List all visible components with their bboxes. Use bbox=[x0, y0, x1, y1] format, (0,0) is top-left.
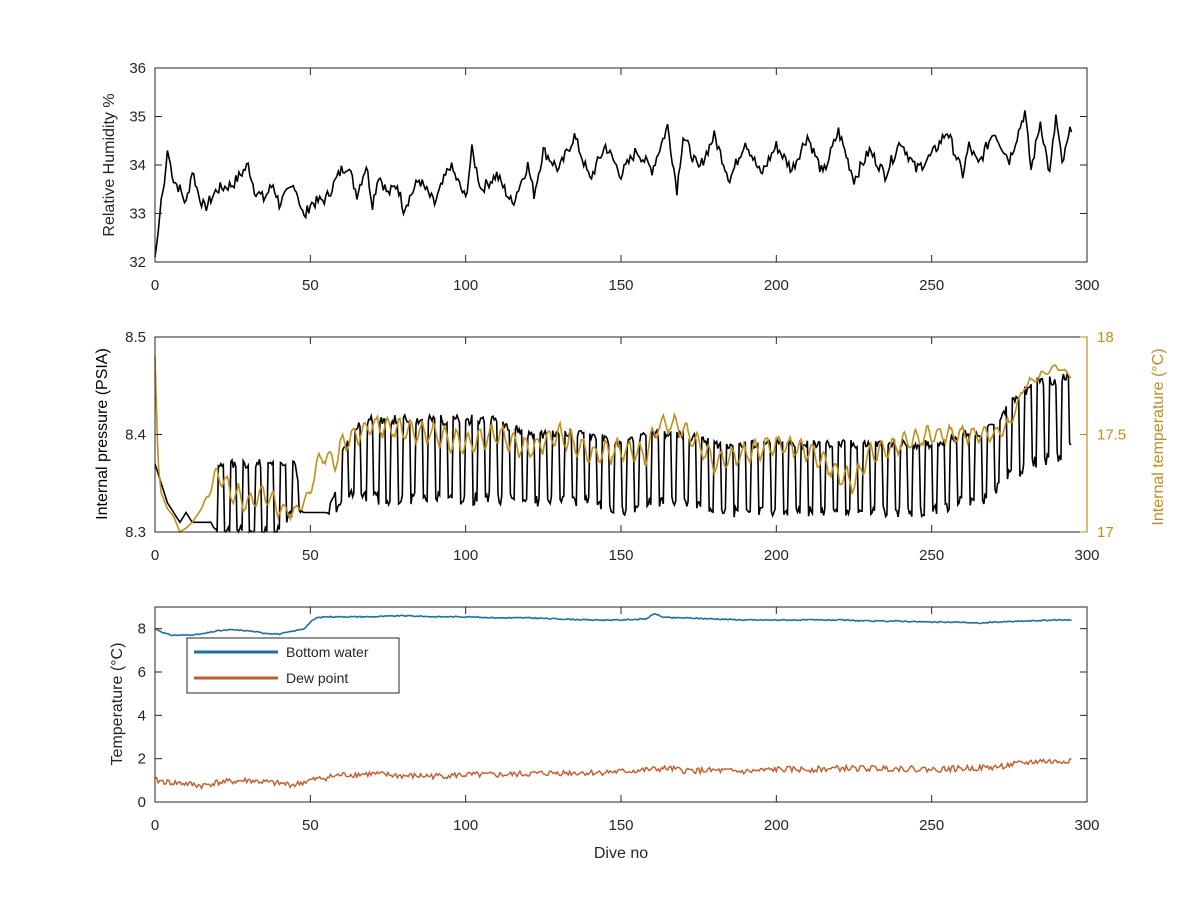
x-tick-label: 150 bbox=[608, 277, 633, 294]
x-tick-label: 300 bbox=[1074, 547, 1099, 564]
x-tick-label: 50 bbox=[302, 277, 319, 294]
y-tick-label: 4 bbox=[138, 707, 146, 724]
x-tick-label: 100 bbox=[453, 547, 478, 564]
y-tick-label: 36 bbox=[129, 60, 146, 77]
y-tick-label: 34 bbox=[129, 157, 146, 174]
x-tick-label: 250 bbox=[919, 817, 944, 834]
y-tick-label: 8.3 bbox=[125, 524, 146, 541]
x-tick-label: 250 bbox=[919, 547, 944, 564]
right-y-tick-label: 17.5 bbox=[1097, 427, 1126, 444]
y-tick-label: 8.5 bbox=[125, 329, 146, 346]
pressure-panel: 0 50 100 150 200 250 300 8.3 8.4 8.5 17 17.5 18 Inte… bbox=[94, 329, 1167, 564]
internal-temperature-series-line bbox=[154, 356, 1072, 534]
y-tick-label: 8.4 bbox=[125, 427, 146, 444]
x-tick-label: 300 bbox=[1074, 817, 1099, 834]
dew-point-series-line bbox=[154, 758, 1072, 790]
legend-label-bottom-water: Bottom water bbox=[286, 644, 369, 660]
y-tick-label: 33 bbox=[129, 206, 146, 223]
x-tick-label: 200 bbox=[764, 277, 789, 294]
x-tick-label: 50 bbox=[302, 547, 319, 564]
internal-temperature-y-axis-label: Internal temperature (°C) bbox=[1150, 348, 1167, 525]
y-tick-label: 6 bbox=[138, 664, 146, 681]
x-tick-label: 200 bbox=[764, 817, 789, 834]
y-tick-label: 35 bbox=[129, 109, 146, 126]
legend: Bottom water Dew point bbox=[186, 637, 400, 694]
x-tick-label: 150 bbox=[608, 547, 633, 564]
right-y-tick-label: 18 bbox=[1097, 329, 1114, 346]
y-tick-label: 0 bbox=[138, 794, 146, 811]
x-tick-label: 0 bbox=[151, 277, 159, 294]
x-tick-label: 50 bbox=[302, 817, 319, 834]
pressure-y-axis-label: Internal pressure (PSIA) bbox=[94, 348, 111, 520]
internal-pressure-series-line bbox=[154, 371, 1072, 534]
bottom-water-series-line bbox=[154, 612, 1072, 637]
temperature-y-axis-label: Temperature (°C) bbox=[109, 643, 126, 766]
humidity-axes-box bbox=[154, 67, 1088, 263]
humidity-series-line bbox=[154, 110, 1073, 258]
y-tick-label: 8 bbox=[138, 621, 146, 638]
x-tick-label: 0 bbox=[151, 817, 159, 834]
x-tick-label: 100 bbox=[453, 277, 478, 294]
y-tick-label: 32 bbox=[129, 254, 146, 271]
x-tick-label: 250 bbox=[919, 277, 944, 294]
x-tick-label: 300 bbox=[1074, 277, 1099, 294]
right-y-tick-label: 17 bbox=[1097, 524, 1114, 541]
x-tick-label: 150 bbox=[608, 817, 633, 834]
x-axis-label: Dive no bbox=[594, 845, 648, 862]
x-tick-label: 0 bbox=[151, 547, 159, 564]
temperature-panel: 0 50 100 150 200 250 300 0 2 4 6 8 Temperature (°C)… bbox=[109, 606, 1100, 862]
x-tick-label: 100 bbox=[453, 817, 478, 834]
legend-box bbox=[186, 637, 400, 694]
temperature-axes-box bbox=[154, 606, 1088, 803]
legend-label-dew-point: Dew point bbox=[286, 670, 348, 686]
x-tick-label: 200 bbox=[764, 547, 789, 564]
humidity-y-axis-label: Relative Humidity % bbox=[101, 93, 118, 236]
y-tick-label: 2 bbox=[138, 751, 146, 768]
humidity-panel: 0 50 100 150 200 250 300 32 33 34 35 36 Relative Hu… bbox=[101, 60, 1100, 294]
